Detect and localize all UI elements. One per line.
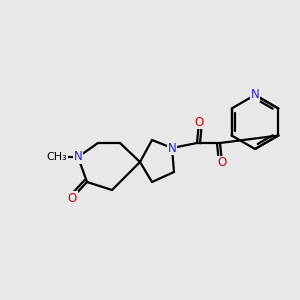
Text: O: O <box>194 116 204 128</box>
Text: N: N <box>168 142 176 154</box>
Text: O: O <box>218 157 226 169</box>
Text: N: N <box>250 88 260 101</box>
Text: N: N <box>74 151 82 164</box>
Text: CH₃: CH₃ <box>46 152 68 162</box>
Text: O: O <box>68 191 76 205</box>
